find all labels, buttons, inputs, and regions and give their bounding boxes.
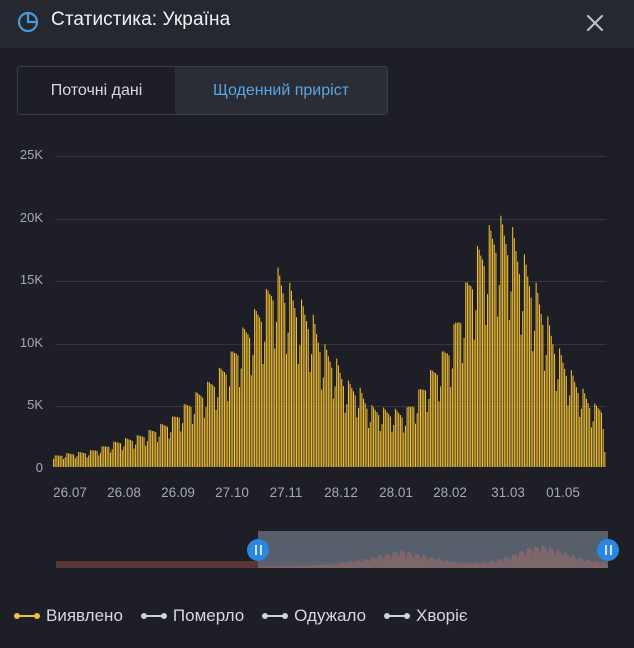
y-tick-10k: 10K xyxy=(19,335,43,350)
gridline xyxy=(55,344,606,345)
legend-item-sick[interactable]: Хворіє xyxy=(384,606,468,626)
chart-legend: Виявлено Померло Одужало Хворіє xyxy=(14,604,486,628)
x-tick: 28.01 xyxy=(379,485,413,500)
y-tick-0: 0 xyxy=(35,460,43,475)
gridline xyxy=(55,219,606,220)
x-tick: 28.12 xyxy=(324,485,358,500)
tab-daily-growth[interactable]: Щоденний приріст xyxy=(175,67,387,114)
tab-current-data[interactable]: Поточні дані xyxy=(50,81,143,99)
x-tick: 27.11 xyxy=(269,485,303,500)
legend-item-detected[interactable]: Виявлено xyxy=(14,606,123,626)
legend-item-recovered[interactable]: Одужало xyxy=(262,606,366,626)
dialog-header: Статистика: Україна xyxy=(0,0,634,48)
legend-item-died[interactable]: Померло xyxy=(140,606,244,626)
dialog-title: Статистика: Україна xyxy=(51,9,231,30)
gridline xyxy=(55,406,606,407)
pie-chart-icon xyxy=(17,11,39,33)
close-icon[interactable] xyxy=(582,10,608,36)
y-tick-25k: 25K xyxy=(19,147,43,162)
gridline xyxy=(55,156,606,157)
tab-bar: Поточні дані Щоденний приріст xyxy=(17,66,388,115)
navigator-left-handle[interactable] xyxy=(247,539,269,561)
x-tick: 26.08 xyxy=(107,485,141,500)
x-tick: 27.10 xyxy=(215,485,249,500)
x-tick: 01.05 xyxy=(546,485,580,500)
x-tick: 26.07 xyxy=(53,485,87,500)
x-tick: 28.02 xyxy=(433,485,467,500)
line-marker-icon xyxy=(384,612,411,620)
y-tick-15k: 15K xyxy=(19,272,43,287)
y-tick-5k: 5K xyxy=(27,397,43,412)
x-tick: 31.03 xyxy=(491,485,525,500)
line-marker-icon xyxy=(14,612,40,620)
navigator-right-handle[interactable] xyxy=(597,539,619,561)
x-tick: 26.09 xyxy=(161,485,195,500)
line-marker-icon xyxy=(262,612,289,620)
y-tick-20k: 20K xyxy=(19,210,43,225)
gridline xyxy=(55,281,606,282)
navigator-sparkline xyxy=(258,544,608,568)
line-marker-icon xyxy=(140,612,167,620)
